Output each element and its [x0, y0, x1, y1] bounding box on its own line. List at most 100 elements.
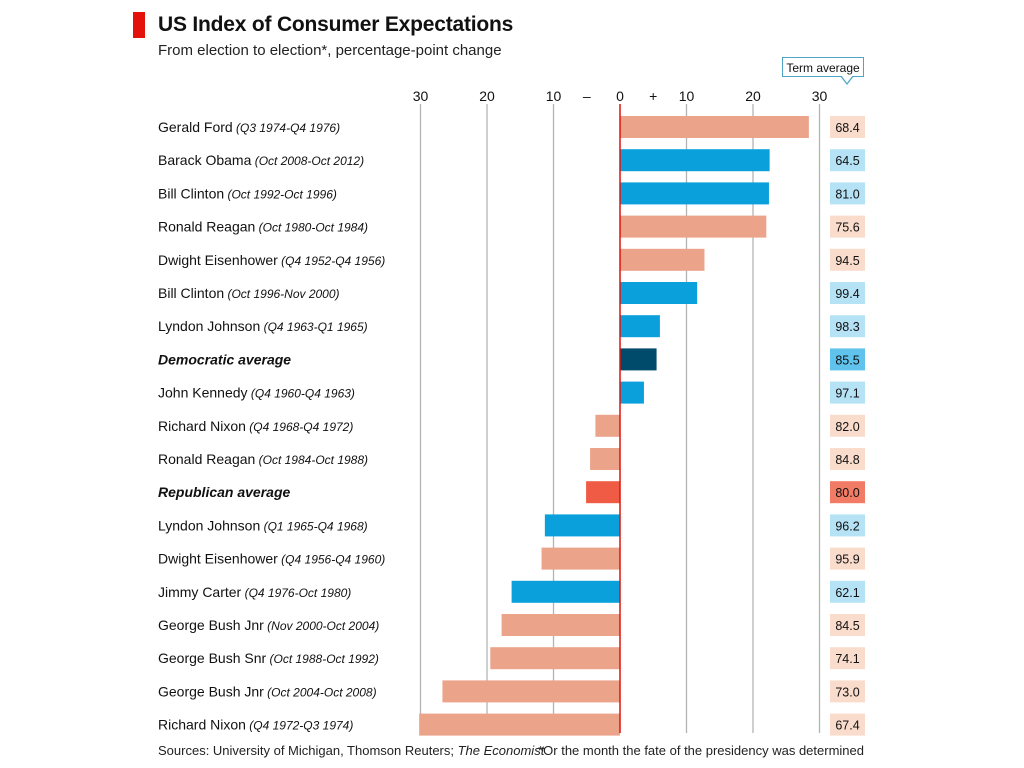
category-name: Lyndon Johnson [158, 318, 260, 334]
category-label: George Bush Snr (Oct 1988-Oct 1992) [158, 650, 379, 666]
category-label: George Bush Jnr (Oct 2004-Oct 2008) [158, 683, 377, 699]
term-average-box [830, 514, 865, 537]
term-average-box [830, 182, 865, 205]
term-average-box [830, 647, 865, 670]
category-period: (Q4 1972-Q3 1974) [246, 719, 353, 733]
category-name: Dwight Eisenhower [158, 551, 278, 567]
bar [544, 514, 620, 537]
category-label: Bill Clinton (Oct 1996-Nov 2000) [158, 285, 340, 301]
term-average-value: 62.1 [835, 586, 859, 600]
category-name: Ronald Reagan [158, 451, 255, 467]
category-label: Dwight Eisenhower (Q4 1956-Q4 1960) [158, 551, 385, 567]
term-average-value: 81.0 [835, 187, 859, 201]
term-average-box [830, 680, 865, 703]
bar [511, 580, 620, 603]
term-average-value: 67.4 [835, 719, 859, 733]
bar [590, 448, 620, 470]
x-tick-label: – [583, 88, 591, 104]
term-average-value: 73.0 [835, 685, 859, 699]
category-name: John Kennedy [158, 385, 248, 401]
category-period: (Q4 1956-Q4 1960) [278, 553, 385, 567]
term-average-box [830, 448, 865, 470]
category-name: George Bush Snr [158, 650, 267, 666]
category-name: Republican average [158, 484, 290, 500]
term-average-box [830, 381, 865, 404]
term-average-value: 64.5 [835, 154, 859, 168]
category-name: Bill Clinton [158, 185, 224, 201]
term-average-pointer-inner [841, 75, 853, 83]
x-tick-label: + [649, 88, 657, 104]
category-name: Ronald Reagan [158, 219, 255, 235]
term-average-value: 84.5 [835, 619, 859, 633]
category-label: Ronald Reagan (Oct 1980-Oct 1984) [158, 219, 368, 235]
term-average-box [830, 580, 865, 603]
category-name: Lyndon Johnson [158, 517, 260, 533]
term-average-box [830, 116, 865, 138]
x-tick-label: 30 [812, 88, 828, 104]
x-tick-label: 10 [679, 88, 695, 104]
bar [620, 381, 644, 404]
chart-title: US Index of Consumer Expectations [158, 13, 514, 36]
category-period: (Oct 1980-Oct 1984) [255, 221, 368, 235]
bar [501, 614, 620, 636]
term-average-value: 99.4 [835, 287, 859, 301]
category-label: Lyndon Johnson (Q1 1965-Q4 1968) [158, 517, 368, 533]
term-average-label: Term average [782, 57, 864, 77]
sources-publication: The Economist [457, 743, 545, 758]
category-period: (Q1 1965-Q4 1968) [260, 519, 367, 533]
sources-note: Sources: University of Michigan, Thomson… [158, 743, 544, 758]
category-label: Gerald Ford (Q3 1974-Q4 1976) [158, 119, 340, 135]
category-name: Jimmy Carter [158, 584, 242, 600]
category-period: (Q4 1963-Q1 1965) [260, 320, 367, 334]
category-period: (Oct 2008-Oct 2012) [251, 154, 364, 168]
bar [620, 149, 770, 172]
x-tick-label: 10 [546, 88, 562, 104]
category-name: George Bush Jnr [158, 683, 264, 699]
term-average-box [830, 348, 865, 371]
category-label: Richard Nixon (Q4 1968-Q4 1972) [158, 418, 353, 434]
category-period: (Oct 1984-Oct 1988) [255, 453, 368, 467]
term-average-box [830, 481, 865, 504]
term-average-box [830, 149, 865, 172]
term-average-box [830, 248, 865, 271]
bar [620, 182, 769, 205]
footnote: *Or the month the fate of the presidency… [538, 743, 864, 758]
term-average-box [830, 614, 865, 636]
category-label: Dwight Eisenhower (Q4 1952-Q4 1956) [158, 252, 385, 268]
category-period: (Q4 1960-Q4 1963) [248, 387, 355, 401]
term-average-value: 96.2 [835, 519, 859, 533]
bar [490, 647, 620, 670]
category-name: Richard Nixon [158, 717, 246, 733]
term-average-value: 94.5 [835, 254, 859, 268]
category-name: Richard Nixon [158, 418, 246, 434]
bar [541, 547, 620, 570]
term-average-value: 75.6 [835, 221, 859, 235]
category-period: (Q4 1952-Q4 1956) [278, 254, 385, 268]
category-label: Jimmy Carter (Q4 1976-Oct 1980) [158, 584, 351, 600]
category-label: George Bush Jnr (Nov 2000-Oct 2004) [158, 617, 379, 633]
bar [620, 282, 698, 304]
x-tick-label: 0 [616, 88, 624, 104]
category-label: Lyndon Johnson (Q4 1963-Q1 1965) [158, 318, 368, 334]
category-label: Bill Clinton (Oct 1992-Oct 1996) [158, 185, 337, 201]
category-period: (Q3 1974-Q4 1976) [233, 121, 340, 135]
chart-subtitle: From election to election*, percentage-p… [158, 42, 502, 59]
category-period: (Nov 2000-Oct 2004) [264, 619, 379, 633]
category-period: (Q4 1976-Oct 1980) [241, 586, 351, 600]
bar [620, 248, 705, 271]
bar [586, 481, 620, 504]
category-name: Bill Clinton [158, 285, 224, 301]
category-label: Republican average [158, 484, 290, 500]
category-period: (Oct 2004-Oct 2008) [264, 685, 377, 699]
term-average-value: 74.1 [835, 652, 859, 666]
category-period: (Q4 1968-Q4 1972) [246, 420, 353, 434]
category-label: Richard Nixon (Q4 1972-Q3 1974) [158, 717, 353, 733]
category-period: (Oct 1992-Oct 1996) [224, 187, 337, 201]
bar [442, 680, 620, 703]
category-period: (Oct 1996-Nov 2000) [224, 287, 339, 301]
bar [620, 116, 809, 138]
x-tick-label: 20 [745, 88, 761, 104]
term-average-value: 98.3 [835, 320, 859, 334]
term-average-value: 82.0 [835, 420, 859, 434]
term-average-box [830, 215, 865, 238]
